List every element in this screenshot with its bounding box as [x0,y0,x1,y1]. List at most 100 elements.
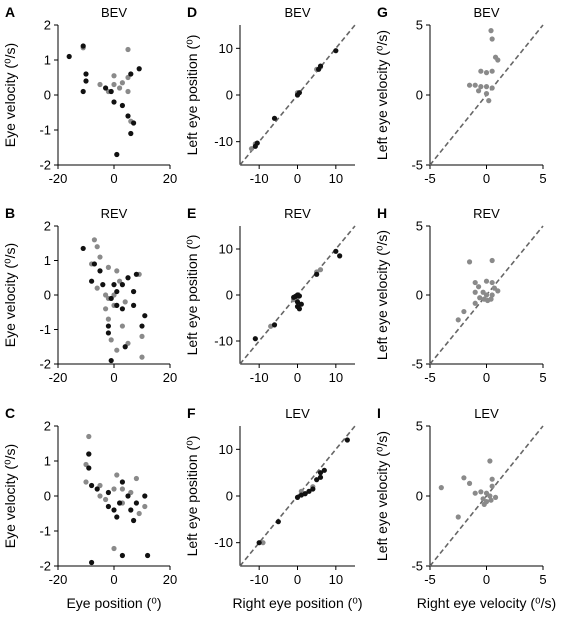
identity-line [429,425,544,567]
y-tick-label: -5 [411,357,423,372]
data-point-black [80,245,86,252]
data-point-grey [97,254,103,260]
data-point-black [80,43,86,49]
data-point-grey [111,545,117,552]
y-axis-label: Left eye velocity (⁰/s) [374,431,390,561]
y-axis-label: Eye velocity (⁰/s) [2,43,18,147]
data-point-grey [117,85,123,91]
y-tick-label: 0 [226,489,233,504]
panel-letter: E [187,205,196,221]
data-point-grey [488,296,494,302]
data-point-black [310,486,316,492]
panel-f: -10 0 10 -10 0 10 LEV F Left eye position (⁰) Rig… [184,405,363,611]
data-point-grey [461,475,467,481]
data-point-grey [466,259,473,265]
data-point-black [317,474,324,480]
y-tick-label: 1 [44,53,51,68]
data-point-black [125,493,131,499]
x-tick-label: 5 [539,370,546,385]
data-point-grey [472,300,478,306]
data-point-black [128,71,134,77]
data-point-black [125,113,131,119]
y-tick-label: 2 [44,219,51,234]
y-tick-label: -10 [214,535,233,550]
data-point-black [114,302,120,308]
data-point-grey [483,84,490,90]
x-tick-label: 0 [483,171,490,186]
panel-title: REV [473,206,500,221]
data-point-black [321,467,327,473]
x-tick-label: -10 [250,572,269,587]
data-point-grey [475,284,482,290]
data-point-grey [489,85,495,91]
data-point-black [344,437,350,443]
panel-letter: A [5,4,15,20]
data-point-black [133,500,139,506]
data-point-black [83,71,89,77]
panel-letter: F [187,405,196,421]
y-tick-label: 0 [226,88,233,103]
panel-letter: I [377,405,381,421]
y-tick-label: -5 [411,559,423,574]
x-tick-label: 5 [539,572,546,587]
data-point-grey [492,494,499,500]
x-axis-label: Eye position (⁰) [66,595,161,611]
x-tick-label: 0 [110,370,117,385]
data-point-black [100,282,106,288]
data-point-grey [487,493,493,499]
data-point-black [122,344,128,350]
data-point-grey [125,88,131,95]
panel-title: BEV [101,5,127,20]
data-point-grey [103,306,109,312]
data-point-grey [117,278,123,284]
data-point-black [105,323,111,329]
x-tick-label: 0 [110,572,117,587]
data-point-grey [489,476,495,482]
panel-title: REV [284,206,311,221]
data-point-black [105,489,111,496]
data-point-grey [139,333,145,339]
data-point-grey [108,337,114,343]
panel-title: BEV [284,5,310,20]
data-point-grey [114,268,120,274]
y-tick-label: -2 [39,158,51,173]
y-tick-label: -1 [39,123,51,138]
data-point-black [108,295,114,302]
x-tick-label: 0 [483,370,490,385]
x-tick-label: 20 [163,370,177,385]
x-tick-label: 10 [329,370,343,385]
data-point-grey [119,80,125,86]
data-point-black [294,299,301,305]
data-point-grey [472,279,478,286]
data-point-grey [483,91,490,97]
data-point-grey [128,489,134,496]
x-tick-label: 20 [163,171,177,186]
data-point-grey [317,267,324,273]
data-point-grey [489,483,495,489]
data-point-black [119,306,125,312]
data-point-grey [94,244,100,250]
data-point-grey [83,461,89,468]
data-point-grey [478,489,484,495]
y-tick-label: -1 [39,524,51,539]
data-point-grey [475,88,482,94]
panel-a: -20 0 20 -2 -1 0 1 2 BEV A Eye velocity (⁰/s) [2,4,177,186]
y-tick-label: -10 [214,334,233,349]
data-point-black [275,519,281,525]
data-point-grey [119,486,125,492]
data-point-grey [487,458,493,464]
data-point-grey [477,295,483,301]
y-tick-label: -2 [39,357,51,372]
data-point-grey [97,81,103,88]
data-point-grey [97,493,103,499]
y-tick-label: -10 [214,134,233,149]
y-tick-label: 1 [44,253,51,268]
data-point-black [103,85,109,91]
data-point-black [83,78,89,84]
data-point-black [108,357,114,364]
data-point-black [117,500,123,506]
x-tick-label: 0 [294,370,301,385]
data-point-black [317,470,324,476]
data-point-grey [125,340,131,346]
data-point-black [306,488,312,494]
